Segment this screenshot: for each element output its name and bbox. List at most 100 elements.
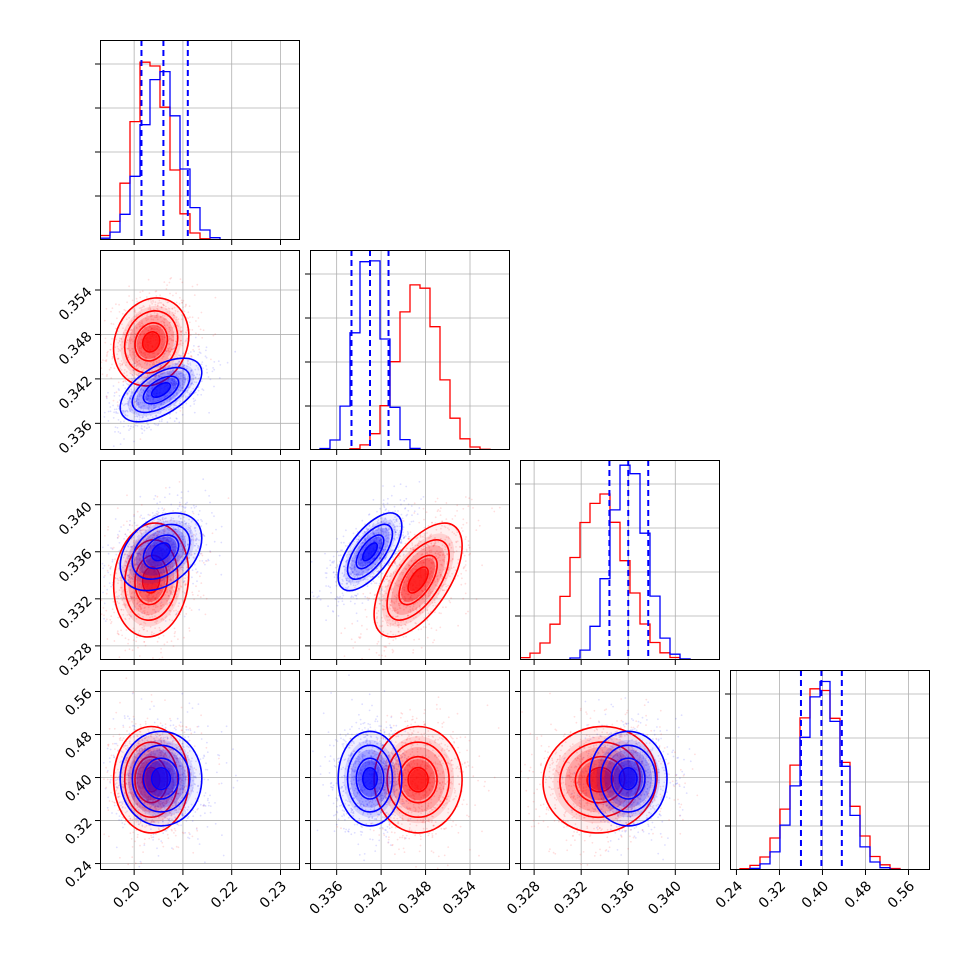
panel-frame [100,250,300,450]
scatter-point [462,567,465,570]
scatter-point [465,569,467,572]
scatter-point [162,372,164,375]
scatter-point [116,404,119,406]
scatter-point [98,374,100,376]
scatter-point [114,426,117,428]
scatter-point [173,382,175,384]
scatter-point [107,391,109,394]
scatter-point [155,316,158,319]
scatter-point [114,327,117,330]
scatter-point [96,589,98,591]
scatter-point [194,376,197,379]
scatter-point [193,598,195,601]
scatter-point [103,617,105,620]
scatter-point [162,304,165,306]
scatter-point [126,410,129,413]
scatter-point [464,582,467,585]
scatter-point [134,405,137,408]
scatter-point [124,379,127,382]
scatter-point [139,333,142,336]
scatter-point [137,366,140,369]
scatter-point [198,345,200,348]
scatter-point [173,362,175,365]
scatter-point [149,394,152,397]
scatter-point [154,375,157,378]
scatter-point [187,375,189,378]
scatter-point [111,548,114,551]
scatter-point [133,333,136,335]
scatter-point [173,380,176,383]
scatter-point [213,515,215,518]
scatter-point [109,410,112,413]
scatter-point [109,348,112,351]
scatter-point [182,299,185,302]
scatter-point [139,312,142,315]
scatter-point [152,594,155,597]
scatter-point [191,316,194,319]
scatter-point [184,583,187,586]
scatter-point [82,574,84,576]
scatter-point [154,328,157,331]
scatter-point [129,401,132,403]
scatter-point [141,416,144,419]
scatter-point [146,374,149,376]
scatter-point [164,341,166,344]
scatter-point [137,389,140,392]
scatter-point [162,343,165,345]
scatter-point [374,593,376,596]
scatter-point [165,395,167,398]
scatter-point [180,389,182,391]
scatter-point [164,496,166,499]
scatter-point [113,611,115,614]
scatter-point [130,406,133,409]
scatter-point [176,374,179,376]
scatter-point [161,347,164,349]
scatter-point [122,332,125,334]
scatter-point [170,640,173,643]
scatter-point [85,582,87,584]
scatter-point [137,314,140,316]
scatter-point [160,306,163,309]
scatter-point [169,350,172,353]
scatter-point [160,563,162,566]
scatter-point [150,408,153,411]
scatter-point [118,407,120,410]
scatter-point [142,355,145,358]
scatter-point [147,404,150,406]
scatter-point [117,381,120,384]
scatter-point [180,387,183,389]
scatter-point [368,662,370,664]
scatter-point [143,367,146,370]
scatter-point [166,641,169,643]
scatter-point [112,323,115,325]
scatter-point [191,576,193,579]
scatter-point [122,384,125,387]
y-tick-label: 0.336 [56,546,96,586]
scatter-point [193,374,195,377]
scatter-point [125,380,127,383]
scatter-point [150,313,152,316]
scatter-point [169,408,172,411]
scatter-point [130,425,132,428]
scatter-point [383,506,386,509]
scatter-point [180,314,183,316]
scatter-point [147,381,150,384]
scatter-point [434,516,437,519]
scatter-point [172,395,175,398]
scatter-point [194,376,197,379]
scatter-point [149,363,151,366]
scatter-point [481,564,483,567]
scatter-point [122,410,125,413]
scatter-point [133,440,135,443]
scatter-point [175,384,178,386]
scatter-point [199,596,202,598]
scatter-point [129,332,132,335]
scatter-point [110,547,112,549]
scatter-point [171,377,173,380]
scatter-point [147,395,150,397]
scatter-point [183,364,185,367]
scatter-point [147,329,150,332]
scatter-point [150,409,153,412]
scatter-point [154,375,156,378]
